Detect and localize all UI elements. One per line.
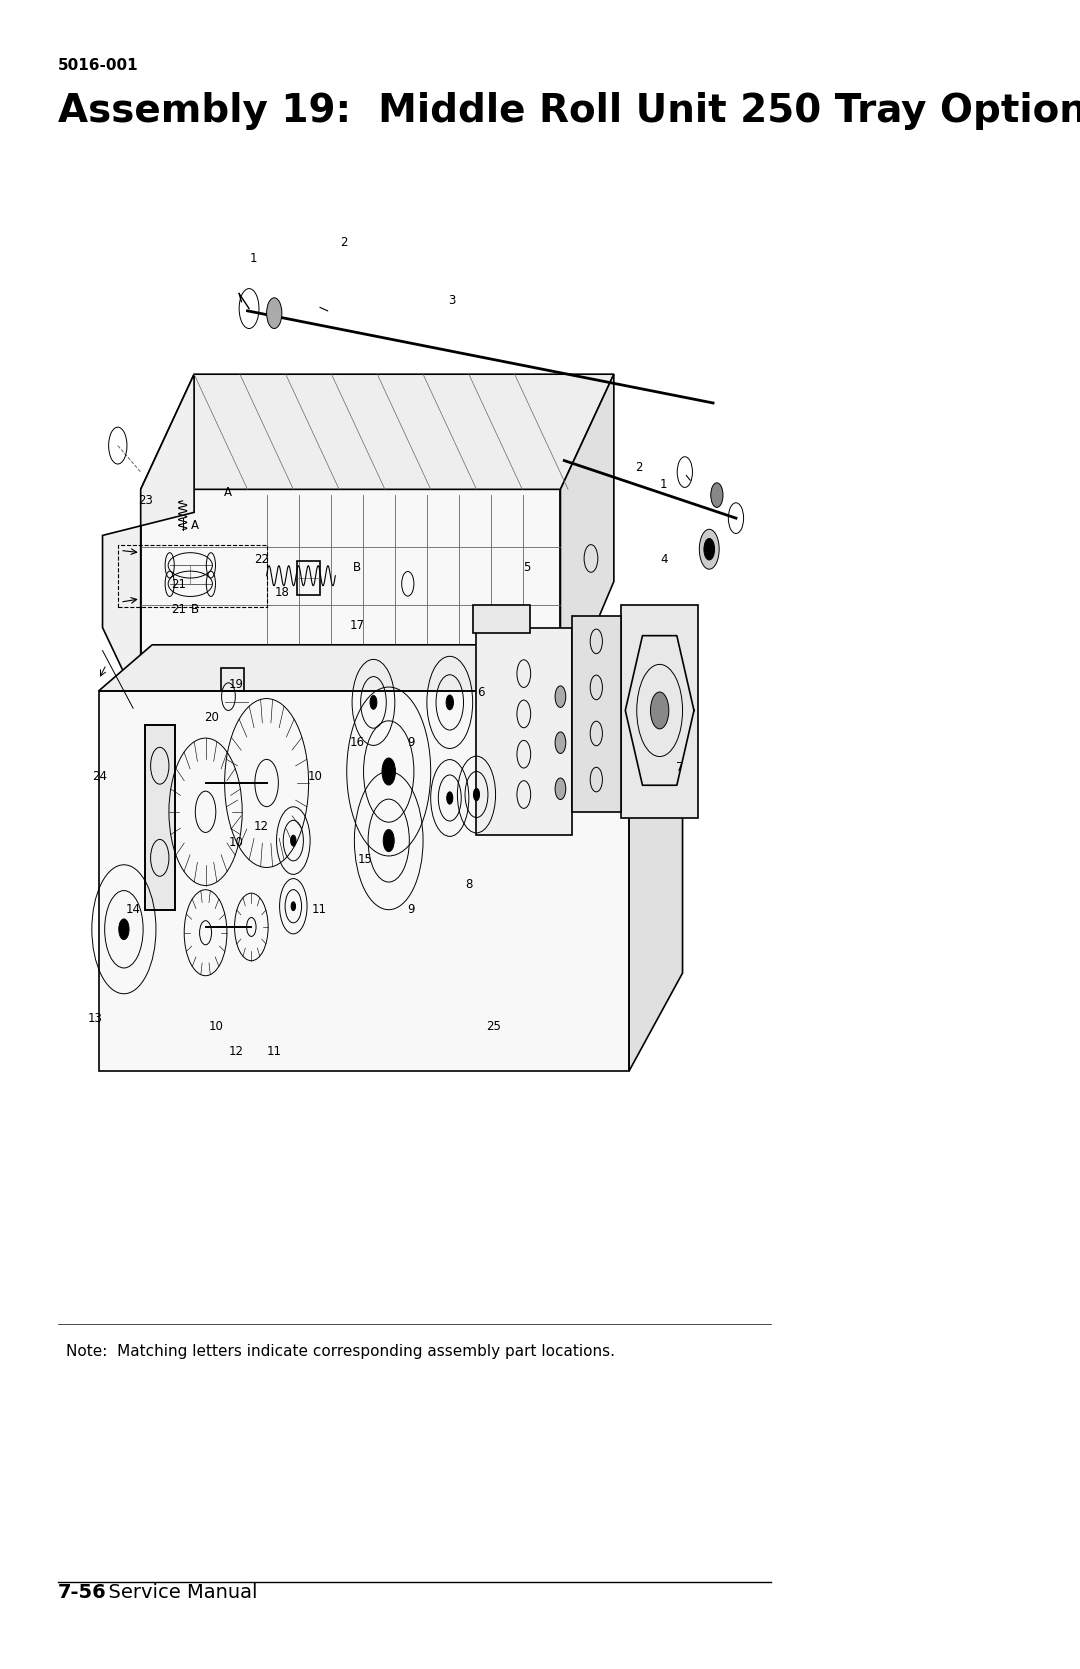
Polygon shape (572, 616, 621, 811)
Text: 15: 15 (357, 853, 373, 866)
Text: 21: 21 (171, 577, 186, 591)
Text: 5016-001: 5016-001 (58, 58, 138, 73)
Text: 9: 9 (407, 736, 415, 749)
Text: 11: 11 (312, 903, 327, 916)
Text: 12: 12 (254, 819, 269, 833)
Text: A: A (225, 486, 232, 499)
Text: 25: 25 (486, 1020, 501, 1033)
Circle shape (446, 694, 454, 709)
Text: 23: 23 (138, 494, 152, 507)
Polygon shape (630, 644, 683, 1071)
Text: 24: 24 (92, 769, 107, 783)
Circle shape (473, 788, 480, 801)
Text: Assembly 19:  Middle Roll Unit 250 Tray Option: Assembly 19: Middle Roll Unit 250 Tray O… (58, 92, 1080, 130)
Text: 16: 16 (349, 736, 364, 749)
Text: 2: 2 (635, 461, 643, 474)
Polygon shape (476, 628, 572, 834)
Text: 10: 10 (229, 836, 244, 850)
Circle shape (704, 539, 715, 561)
Circle shape (119, 920, 129, 940)
Text: B: B (353, 561, 361, 574)
Polygon shape (140, 374, 613, 489)
Circle shape (382, 758, 395, 784)
Text: 10: 10 (308, 769, 323, 783)
Circle shape (267, 297, 282, 329)
Text: 11: 11 (267, 1045, 281, 1058)
Polygon shape (621, 604, 698, 818)
Text: 19: 19 (229, 678, 244, 691)
Text: 12: 12 (229, 1045, 244, 1058)
Circle shape (650, 693, 669, 729)
Polygon shape (98, 644, 683, 691)
Polygon shape (98, 691, 630, 1071)
Text: 7-56: 7-56 (58, 1584, 107, 1602)
Text: 21: 21 (171, 603, 186, 616)
Circle shape (555, 686, 566, 708)
Text: 13: 13 (87, 1011, 103, 1025)
Circle shape (555, 778, 566, 799)
Text: 6: 6 (477, 686, 485, 699)
Text: Service Manual: Service Manual (96, 1584, 258, 1602)
Text: 7: 7 (676, 761, 684, 774)
Text: 22: 22 (254, 552, 269, 566)
Text: 20: 20 (204, 711, 219, 724)
Circle shape (711, 482, 723, 507)
Text: 14: 14 (125, 903, 140, 916)
Text: Note:  Matching letters indicate corresponding assembly part locations.: Note: Matching letters indicate correspo… (66, 1344, 616, 1359)
Text: 1: 1 (660, 477, 667, 491)
Text: B: B (191, 603, 199, 616)
Polygon shape (145, 726, 175, 910)
Text: 2: 2 (340, 235, 348, 249)
Circle shape (292, 901, 296, 911)
Polygon shape (140, 489, 561, 708)
Text: 3: 3 (448, 294, 456, 307)
Polygon shape (103, 374, 194, 708)
Text: 1: 1 (249, 252, 257, 265)
Text: 10: 10 (208, 1020, 224, 1033)
Polygon shape (561, 374, 613, 708)
Text: A: A (191, 519, 199, 532)
Circle shape (383, 829, 394, 851)
Circle shape (700, 529, 719, 569)
Text: 17: 17 (349, 619, 364, 633)
Text: 18: 18 (274, 586, 289, 599)
Text: 8: 8 (465, 878, 472, 891)
Circle shape (555, 733, 566, 753)
Circle shape (447, 791, 453, 804)
Polygon shape (473, 604, 530, 633)
Text: 5: 5 (523, 561, 530, 574)
Circle shape (370, 696, 377, 709)
Text: 4: 4 (660, 552, 667, 566)
Text: 9: 9 (407, 903, 415, 916)
Circle shape (291, 834, 296, 846)
